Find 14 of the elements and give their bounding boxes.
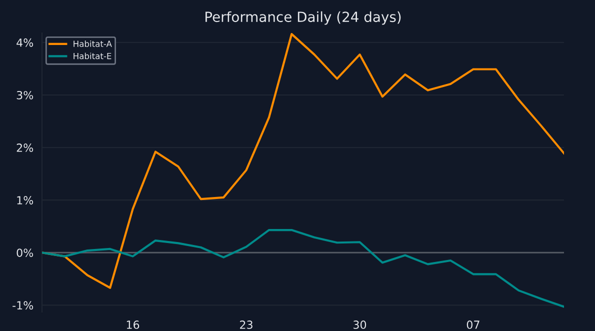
- y-tick-label: 3%: [16, 90, 34, 100]
- y-tick-label: 1%: [17, 196, 34, 204]
- x-tick-label: 23: [240, 320, 252, 329]
- x-tick-label: 16: [126, 320, 140, 329]
- legend-label: Habitat-A: [74, 40, 112, 47]
- chart-title: Performance Daily (24 days): [206, 11, 401, 25]
- y-tick-label: 0%: [16, 248, 34, 258]
- y-tick-label: 4%: [16, 38, 34, 47]
- legend-label: Habitat-E: [74, 52, 112, 60]
- x-tick-label: 07: [466, 320, 480, 329]
- line-series: [42, 228, 564, 308]
- x-tick-label: 30: [354, 320, 366, 329]
- y-tick-label: -1%: [12, 301, 34, 310]
- y-tick-label: 2%: [16, 144, 34, 152]
